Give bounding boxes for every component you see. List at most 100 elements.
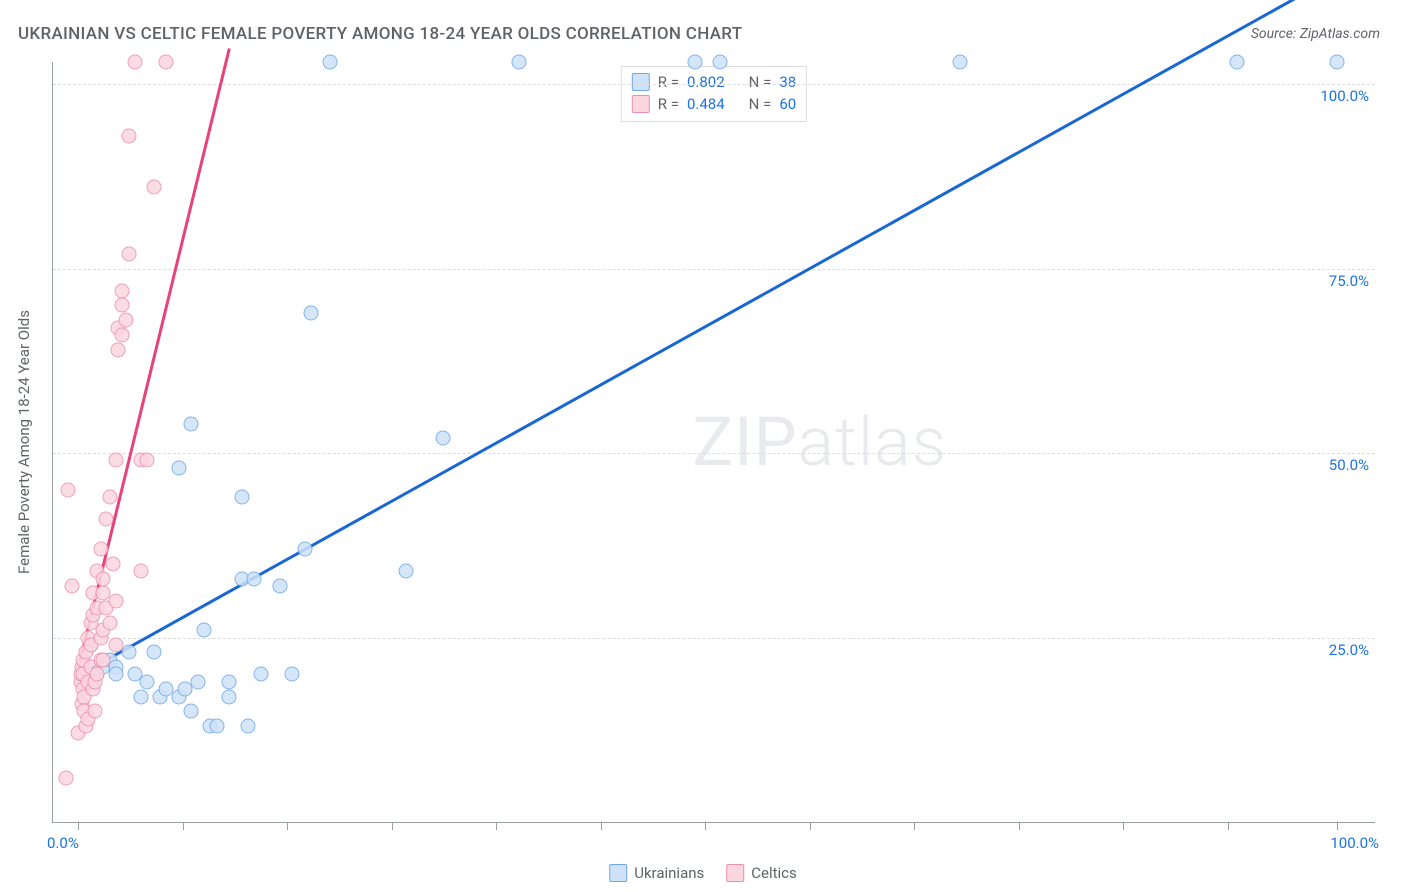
- scatter-marker: [90, 667, 105, 682]
- scatter-marker: [511, 55, 526, 70]
- scatter-marker: [713, 55, 728, 70]
- x-tick: [705, 822, 706, 830]
- legend-item: Ukrainians: [609, 864, 704, 882]
- scatter-marker: [688, 55, 703, 70]
- x-tick: [914, 822, 915, 830]
- scatter-marker: [285, 667, 300, 682]
- stat-n-value: 38: [779, 71, 796, 93]
- scatter-marker: [253, 667, 268, 682]
- x-tick: [392, 822, 393, 830]
- plot-area: ZIPatlas R = 0.802 N = 38 R = 0.484 N = 60 25.0…: [52, 62, 1374, 822]
- scatter-marker: [436, 431, 451, 446]
- legend-item: Celtics: [726, 864, 797, 882]
- scatter-marker: [304, 305, 319, 320]
- scatter-marker: [108, 453, 123, 468]
- scatter-marker: [952, 55, 967, 70]
- scatter-marker: [297, 541, 312, 556]
- scatter-marker: [134, 689, 149, 704]
- scatter-marker: [127, 55, 142, 70]
- chart-title: UKRAINIAN VS CELTIC FEMALE POVERTY AMONG…: [18, 24, 742, 44]
- x-tick: [287, 822, 288, 830]
- legend-swatch: [609, 864, 627, 882]
- gridline-h: [53, 269, 1375, 270]
- legend-swatch: [632, 73, 650, 91]
- scatter-marker: [398, 564, 413, 579]
- x-tick: [183, 822, 184, 830]
- scatter-marker: [115, 283, 130, 298]
- legend-swatch: [726, 864, 744, 882]
- scatter-marker: [146, 180, 161, 195]
- x-axis-min-label: 0.0%: [47, 834, 79, 852]
- scatter-marker: [121, 645, 136, 660]
- x-axis-max-label: 100.0%: [1330, 834, 1379, 852]
- x-tick: [496, 822, 497, 830]
- scatter-marker: [247, 571, 262, 586]
- scatter-marker: [140, 453, 155, 468]
- stat-r-value: 0.484: [687, 93, 725, 115]
- scatter-marker: [1229, 55, 1244, 70]
- scatter-marker: [106, 556, 121, 571]
- watermark-light: atlas: [798, 402, 948, 482]
- scatter-marker: [209, 719, 224, 734]
- stat-n-label: N =: [749, 71, 772, 93]
- stat-r-value: 0.802: [687, 71, 725, 93]
- scatter-marker: [61, 482, 76, 497]
- scatter-marker: [190, 674, 205, 689]
- scatter-marker: [322, 55, 337, 70]
- y-tick-label: 100.0%: [1320, 87, 1369, 105]
- stat-n-value: 60: [779, 93, 796, 115]
- legend-label: Ukrainians: [634, 864, 704, 882]
- scatter-marker: [171, 460, 186, 475]
- y-axis-title: Female Poverty Among 18-24 Year Olds: [15, 310, 33, 574]
- scatter-marker: [121, 246, 136, 261]
- scatter-marker: [98, 512, 113, 527]
- source-label: Source: ZipAtlas.com: [1251, 26, 1380, 42]
- scatter-marker: [115, 298, 130, 313]
- scatter-marker: [134, 564, 149, 579]
- stats-row: R = 0.802 N = 38: [632, 71, 796, 93]
- watermark: ZIPatlas: [692, 402, 947, 482]
- scatter-marker: [64, 578, 79, 593]
- stats-box: R = 0.802 N = 38 R = 0.484 N = 60: [621, 66, 807, 122]
- scatter-marker: [184, 704, 199, 719]
- scatter-marker: [234, 490, 249, 505]
- legend: Ukrainians Celtics: [609, 864, 797, 882]
- gridline-h: [53, 453, 1375, 454]
- scatter-marker: [119, 313, 134, 328]
- scatter-marker: [102, 490, 117, 505]
- scatter-marker: [222, 689, 237, 704]
- x-tick: [1123, 822, 1124, 830]
- legend-swatch: [632, 95, 650, 113]
- scatter-marker: [184, 416, 199, 431]
- scatter-marker: [87, 704, 102, 719]
- stat-n-label: N =: [749, 93, 772, 115]
- scatter-marker: [108, 637, 123, 652]
- stat-r-label: R =: [658, 71, 679, 93]
- scatter-marker: [108, 667, 123, 682]
- x-tick: [1337, 822, 1338, 830]
- legend-label: Celtics: [751, 864, 797, 882]
- y-tick-label: 25.0%: [1329, 641, 1369, 659]
- scatter-marker: [93, 541, 108, 556]
- scatter-marker: [159, 55, 174, 70]
- x-tick: [78, 822, 79, 830]
- x-tick: [810, 822, 811, 830]
- scatter-marker: [58, 770, 73, 785]
- scatter-marker: [111, 342, 126, 357]
- y-tick-label: 50.0%: [1329, 456, 1369, 474]
- scatter-marker: [272, 578, 287, 593]
- scatter-marker: [102, 615, 117, 630]
- scatter-marker: [146, 645, 161, 660]
- gridline-h: [53, 84, 1375, 85]
- scatter-marker: [96, 571, 111, 586]
- stats-row: R = 0.484 N = 60: [632, 93, 796, 115]
- x-tick: [1228, 822, 1229, 830]
- watermark-bold: ZIP: [692, 402, 797, 482]
- scatter-marker: [241, 719, 256, 734]
- gridline-h: [53, 638, 1375, 639]
- y-tick-label: 75.0%: [1329, 272, 1369, 290]
- x-tick: [601, 822, 602, 830]
- scatter-marker: [222, 674, 237, 689]
- stat-r-label: R =: [658, 93, 679, 115]
- scatter-marker: [121, 128, 136, 143]
